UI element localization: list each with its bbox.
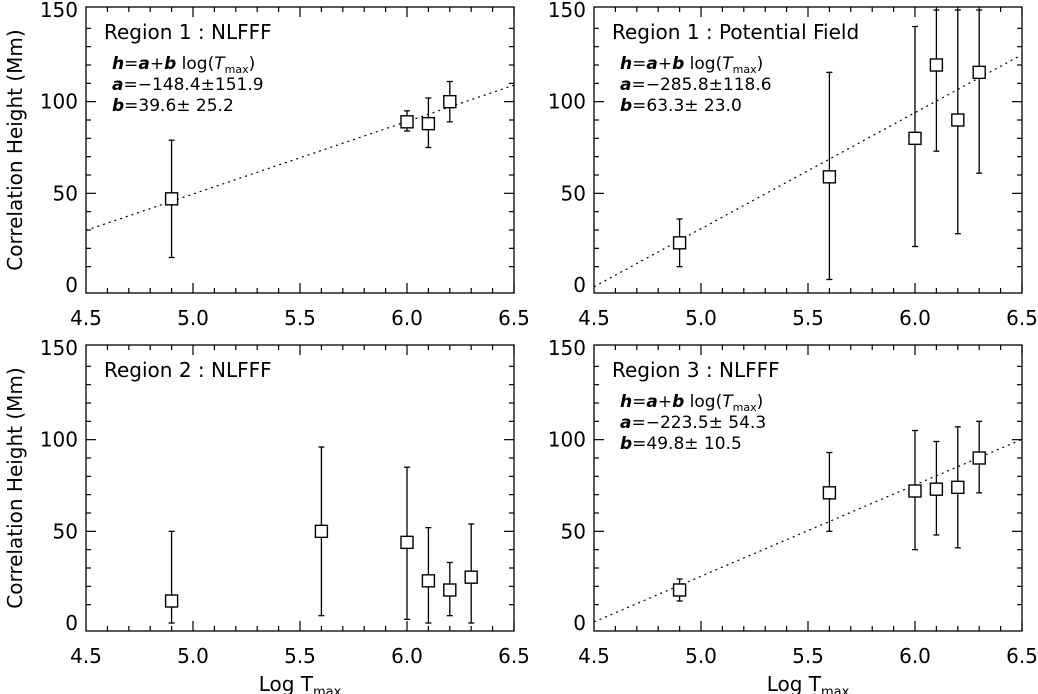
data-point [929,482,944,496]
x-tick-label: 4.5 [578,306,610,330]
panel-title: Region 1 : Potential Field [612,20,859,44]
x-tick-label: 6.0 [391,644,423,668]
panel-title: Region 3 : NLFFF [612,358,780,382]
y-tick-label: 150 [40,0,78,22]
y-tick-label: 0 [573,273,586,297]
panel-1: 4.5 5.0 5.5 6.0 6.5 0 50 100 150 Correlation Heig… [3,0,530,330]
y-tick-label: 100 [40,428,78,452]
coefficient-b: b=49.8± 10.5 [620,434,742,454]
data-point [164,594,179,608]
x-tick-label: 4.5 [578,644,610,668]
x-tick-label: 6.0 [899,306,931,330]
y-tick-label: 0 [65,611,78,635]
data-point [314,524,329,539]
x-tick-label: 6.5 [498,306,530,330]
coefficient-b: b=39.6± 25.2 [112,96,234,116]
y-tick-label: 150 [548,0,586,22]
data-area [594,9,1022,288]
fit-equation: h=a+b log(Tmax) [112,54,255,76]
coefficient-a: a=−148.4±151.9 [112,75,264,95]
panel-2: 4.5 5.0 5.5 6.0 6.5 0 50 100 150 Region 1 : Poten… [548,0,1038,330]
x-tick-label: 5.5 [284,644,316,668]
data-point [400,535,414,550]
y-tick-label: 50 [561,181,586,205]
x-tick-label: 5.5 [792,306,824,330]
x-tick-label: 4.5 [70,644,102,668]
data-point [443,583,457,597]
data-point [951,480,965,495]
y-tick-label: 100 [40,90,78,114]
data-point [672,236,687,250]
data-point [929,58,944,72]
x-tick-label: 5.0 [177,306,209,330]
data-point [908,484,922,498]
y-axis-label: Correlation Height (Mm) [3,29,27,270]
x-tick-label: 4.5 [70,306,102,330]
panel-title: Region 1 : NLFFF [104,20,272,44]
data-area [164,446,478,624]
x-tick-label: 6.5 [1006,306,1038,330]
x-tick-label: 5.0 [685,306,717,330]
data-point [443,94,457,109]
x-tick-label: 6.0 [391,306,423,330]
x-axis-label: Log Tmax [259,672,342,694]
y-axis-label: Correlation Height (Mm) [3,367,27,608]
y-tick-label: 50 [561,519,586,543]
y-tick-label: 100 [548,428,586,452]
x-tick-label: 6.5 [1006,644,1038,668]
fit-equation: h=a+b log(Tmax) [620,392,763,414]
x-axis-label: Log Tmax [767,672,850,694]
fit-equation: h=a+b log(Tmax) [620,54,763,76]
plot-frame [85,6,515,294]
y-tick-label: 100 [548,90,586,114]
data-point [908,131,922,146]
data-point [822,170,837,184]
y-tick-label: 150 [548,336,586,360]
data-point [972,65,986,80]
data-point [672,583,687,597]
panel-title: Region 2 : NLFFF [104,358,272,382]
data-point [822,486,837,500]
x-tick-label: 5.5 [792,644,824,668]
x-tick-label: 6.5 [498,644,530,668]
x-tick-label: 5.0 [685,644,717,668]
coefficient-a: a=−285.8±118.6 [620,75,772,95]
x-tick-label: 6.0 [899,644,931,668]
coefficient-b: b=63.3± 23.0 [620,96,742,116]
y-tick-label: 50 [53,519,78,543]
y-tick-label: 150 [40,336,78,360]
x-tick-label: 5.5 [284,306,316,330]
data-point [464,570,478,584]
data-point [164,192,179,206]
data-point [421,116,436,131]
coefficient-a: a=−223.5± 54.3 [620,413,766,433]
x-tick-label: 5.0 [177,644,209,668]
data-area [86,80,514,259]
data-point [421,574,436,588]
y-tick-label: 50 [53,181,78,205]
data-area [594,420,1022,623]
data-point [972,451,986,465]
data-point [951,113,965,127]
panel-4: 4.5 5.0 5.5 6.0 6.5 0 50 100 150 Log Tmax Region 3… [548,336,1038,694]
data-point [400,115,414,129]
y-tick-label: 0 [573,611,586,635]
y-tick-label: 0 [65,273,78,297]
panel-3: 4.5 5.0 5.5 6.0 6.5 0 50 100 150 Correlation Heig… [3,336,530,694]
